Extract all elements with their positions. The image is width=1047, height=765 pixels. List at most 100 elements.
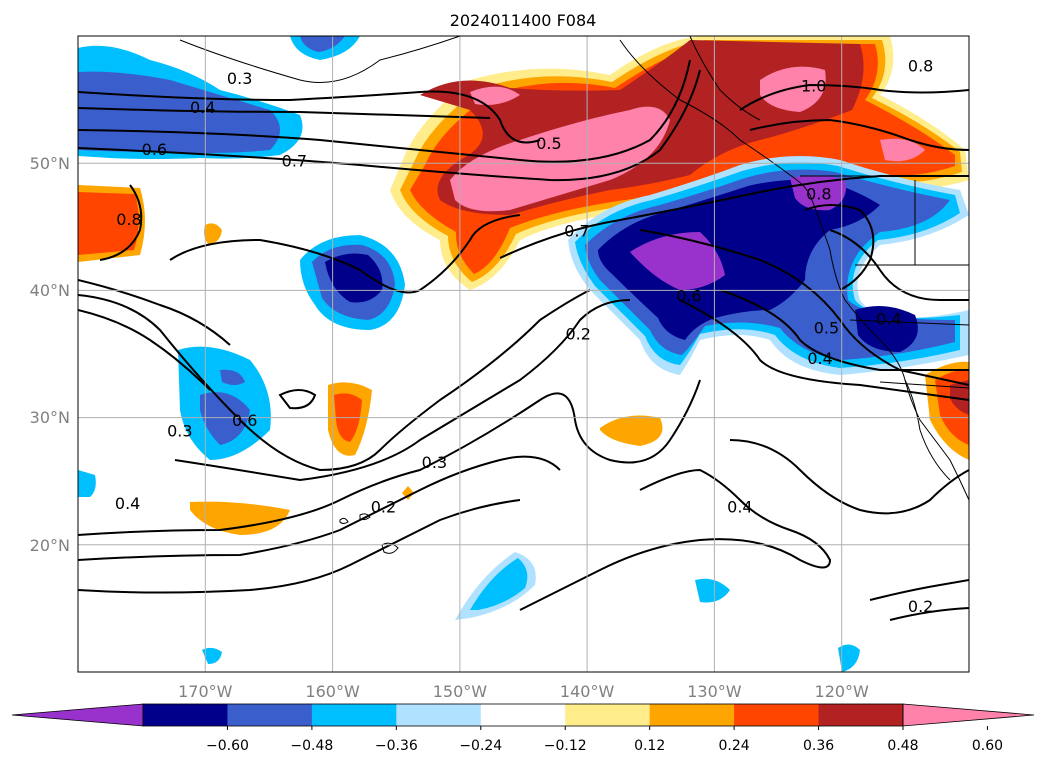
- contour-line: [174, 299, 631, 482]
- negative-anomaly-california-purple: [630, 232, 725, 290]
- contour-line: [78, 59, 691, 163]
- positive-anomaly-speck: [204, 223, 222, 244]
- colorbar-segment: [143, 704, 228, 726]
- colorbar-tick-label: 0.36: [803, 738, 834, 754]
- contour-label: 0.4: [115, 494, 140, 513]
- contour-label: 0.6: [142, 140, 167, 159]
- lon-tick-label: 160°W: [305, 682, 360, 701]
- contour-line: [804, 204, 875, 291]
- contour-label: 0.2: [566, 325, 591, 344]
- lat-tick-label: 20°N: [30, 536, 70, 555]
- negative-anomaly-subtropic-west-blue2: [220, 369, 245, 385]
- contour-label: 0.5: [814, 318, 839, 337]
- colorbar-tick-label: −0.60: [206, 738, 249, 754]
- plot-area: 0.3 0.4 0.6 0.7 0.5 1.0 0.8 0.8 0.8 0.7 0.6 0.5 0.4 0…: [78, 36, 969, 672]
- negative-anomaly-west-edge: [78, 470, 96, 497]
- colorbar-tick-label: −0.36: [375, 738, 418, 754]
- contour-line: [869, 579, 969, 601]
- contour-line: [78, 379, 701, 536]
- lat-tick-label: 30°N: [30, 408, 70, 427]
- contour-label: 0.4: [190, 98, 215, 117]
- positive-anomaly-central: [600, 415, 663, 446]
- colorbar-segment: [480, 704, 566, 726]
- colorbar-frame: [142, 703, 904, 727]
- lat-tick-label: 40°N: [30, 281, 70, 300]
- plot-frame: [77, 35, 970, 673]
- positive-anomaly-pink-north: [470, 86, 520, 105]
- colorbar-segment: [649, 704, 735, 726]
- positive-anomaly-south: [190, 501, 290, 535]
- contour-line: [729, 439, 969, 515]
- colorbar-segment: [565, 704, 651, 726]
- contour-label: 0.4: [727, 498, 752, 517]
- lon-tick-label: 150°W: [433, 682, 488, 701]
- contour-line: [78, 107, 491, 119]
- lon-tick-label: 140°W: [560, 682, 615, 701]
- contour-label: 0.7: [564, 222, 589, 241]
- negative-anomaly-south2: [695, 578, 730, 603]
- colorbar-segment: [818, 704, 904, 726]
- chart-title: 2024011400 F084: [450, 11, 597, 30]
- contour-label: 0.4: [807, 349, 832, 368]
- colorbar-extend-min: [11, 703, 144, 727]
- contour-label: 0.2: [908, 597, 933, 616]
- hawaii-island: [359, 513, 371, 521]
- negative-anomaly-southwest: [202, 647, 222, 664]
- contour-label: 0.4: [876, 309, 901, 328]
- contour-layer: [78, 59, 969, 621]
- contour-line: [99, 184, 143, 261]
- contour-label: 0.6: [676, 286, 701, 305]
- border-state2: [849, 319, 969, 326]
- contour-line: [749, 118, 969, 151]
- lon-tick-label: 130°W: [687, 682, 742, 701]
- colorbar-segments: [11, 703, 1035, 727]
- positive-anomaly-west-red: [78, 192, 139, 255]
- hawaii-island: [339, 517, 349, 524]
- coastline-us-west: [809, 194, 969, 501]
- positive-anomaly-pink-core: [450, 106, 670, 212]
- lon-tick-label: 120°W: [815, 682, 870, 701]
- colorbar-tick-label: 0.12: [634, 738, 665, 754]
- negative-anomaly-subtropic-west-blue: [200, 392, 250, 445]
- negative-anomaly-south-cyan: [470, 558, 528, 610]
- hawaii-island: [381, 542, 399, 554]
- colorbar-segment: [227, 704, 313, 726]
- colorbar-tick-label: 0.24: [719, 738, 750, 754]
- lat-tick-label: 50°N: [30, 154, 70, 173]
- colorbar-tick-label: 0.48: [887, 738, 918, 754]
- contour-label: 0.3: [227, 69, 252, 88]
- colorbar-labels: −0.60 −0.48 −0.36 −0.24 −0.12 0.12 0.24 0.36 0.4…: [206, 726, 1003, 754]
- colorbar-extend-max: [902, 703, 1035, 727]
- contour-line: [78, 309, 211, 391]
- contour-line: [829, 229, 969, 301]
- coastline-canada: [689, 36, 761, 121]
- border-us-mexico: [879, 381, 969, 389]
- positive-anomaly-pink-east: [880, 138, 925, 162]
- negative-anomaly-north-strip-blue: [300, 36, 345, 52]
- contour-line: [78, 499, 521, 594]
- colorbar-segment: [734, 704, 820, 726]
- contour-line: [639, 229, 969, 386]
- contour-line: [169, 214, 521, 294]
- colorbar: −0.60 −0.48 −0.36 −0.24 −0.12 0.12 0.24 0.36 0.4…: [11, 703, 1035, 754]
- lon-tick-labels: 170°W 160°W 150°W 140°W 130°W 120°W: [178, 682, 869, 701]
- colorbar-tick-label: −0.12: [544, 738, 587, 754]
- contour-label: 0.3: [167, 421, 192, 440]
- colorbar-tick-label: 0.60: [972, 738, 1003, 754]
- colorbar-segment: [311, 704, 397, 726]
- contour-line: [739, 83, 969, 111]
- coastline-layer: [179, 36, 969, 554]
- contour-line: [278, 389, 317, 410]
- contour-label: 1.0: [801, 77, 826, 96]
- contour-label: 0.5: [536, 134, 561, 153]
- colorbar-segment: [396, 704, 482, 726]
- contour-line: [499, 175, 969, 259]
- contour-label-layer: 0.3 0.4 0.6 0.7 0.5 1.0 0.8 0.8 0.8 0.7 0.6 0.5 0.4 0…: [115, 56, 933, 616]
- contour-label: 0.8: [116, 210, 141, 229]
- contour-label: 0.2: [371, 498, 396, 517]
- contour-label: 0.8: [908, 56, 933, 75]
- contour-line: [78, 289, 591, 472]
- contour-label: 0.6: [232, 411, 257, 430]
- contour-label: 0.8: [806, 185, 831, 204]
